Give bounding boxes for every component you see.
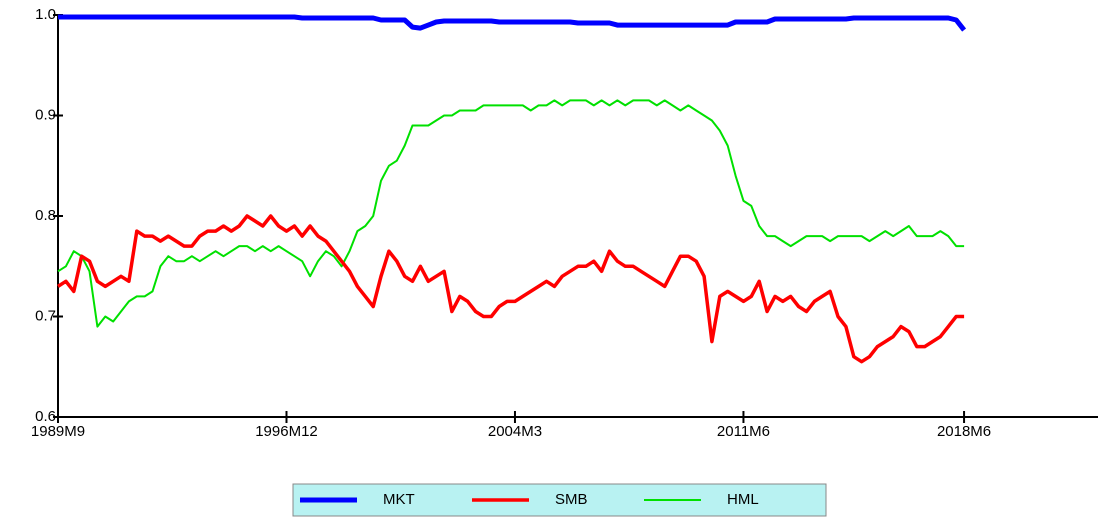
legend-box <box>292 483 827 517</box>
x-tick-label: 2004M3 <box>488 423 542 440</box>
y-tick-label: 0.8 <box>35 207 56 224</box>
legend-label: HML <box>727 491 759 508</box>
y-tick-label: 0.9 <box>35 106 56 123</box>
series-line <box>58 14 967 32</box>
x-tick-label: 1996M12 <box>255 423 318 440</box>
legend-label: MKT <box>383 491 415 508</box>
y-tick-label: 0.7 <box>35 307 56 324</box>
y-tick-label: 1.0 <box>35 6 56 23</box>
legend-label: SMB <box>555 491 588 508</box>
x-tick-label: 2018M6 <box>937 423 991 440</box>
x-tick-label: 1989M9 <box>31 423 85 440</box>
series-line <box>57 214 965 364</box>
series-line <box>57 99 965 328</box>
x-tick-label: 2011M6 <box>717 423 770 440</box>
y-tick-label: 0.6 <box>35 408 56 425</box>
